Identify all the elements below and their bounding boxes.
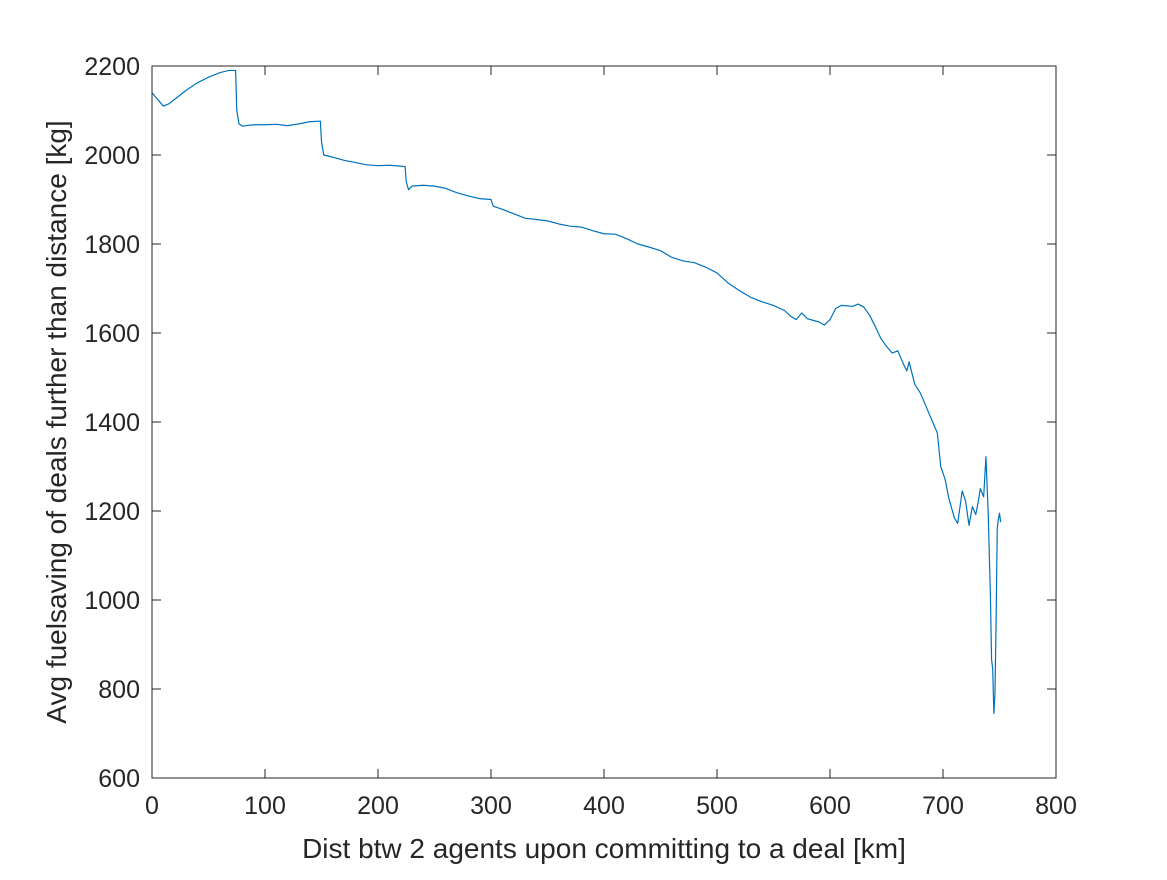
x-tick-label: 400: [583, 792, 625, 820]
x-tick-label: 700: [922, 792, 964, 820]
y-tick-label: 1800: [84, 231, 140, 259]
x-tick-label: 200: [357, 792, 399, 820]
x-tick-label: 100: [244, 792, 286, 820]
x-tick-label: 800: [1035, 792, 1077, 820]
y-tick-label: 2000: [84, 142, 140, 170]
y-tick-label: 1400: [84, 409, 140, 437]
y-tick-label: 2200: [84, 53, 140, 81]
x-tick-label: 500: [696, 792, 738, 820]
y-tick-label: 1200: [84, 498, 140, 526]
y-tick-label: 600: [98, 765, 140, 793]
x-tick-label: 0: [145, 792, 159, 820]
plot-area: [152, 66, 1056, 778]
y-tick-label: 800: [98, 676, 140, 704]
x-tick-label: 600: [809, 792, 851, 820]
x-axis-label: Dist btw 2 agents upon committing to a d…: [302, 833, 906, 864]
y-tick-label: 1000: [84, 587, 140, 615]
x-tick-label: 300: [470, 792, 512, 820]
y-tick-label: 1600: [84, 320, 140, 348]
y-axis-label: Avg fuelsaving of deals further than dis…: [41, 120, 72, 723]
